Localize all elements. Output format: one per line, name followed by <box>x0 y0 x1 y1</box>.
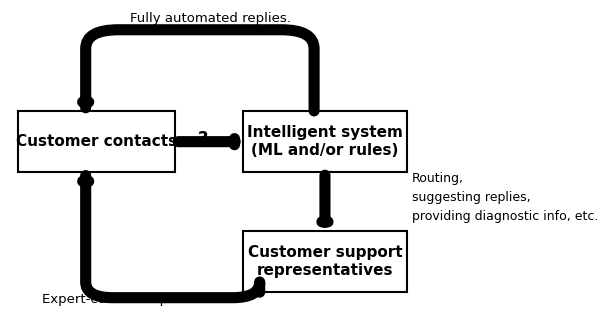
FancyBboxPatch shape <box>243 231 407 292</box>
FancyBboxPatch shape <box>243 111 407 172</box>
FancyBboxPatch shape <box>18 111 176 172</box>
Text: Fully automated replies.: Fully automated replies. <box>131 12 291 25</box>
Text: ?: ? <box>197 129 208 148</box>
Text: Customer support
representatives: Customer support representatives <box>248 245 402 278</box>
Text: Expert-curated replies.: Expert-curated replies. <box>42 293 195 306</box>
Text: Intelligent system
(ML and/or rules): Intelligent system (ML and/or rules) <box>247 126 403 158</box>
Text: Routing,
suggesting replies,
providing diagnostic info, etc.: Routing, suggesting replies, providing d… <box>412 172 598 223</box>
Text: Customer contacts: Customer contacts <box>16 134 177 149</box>
